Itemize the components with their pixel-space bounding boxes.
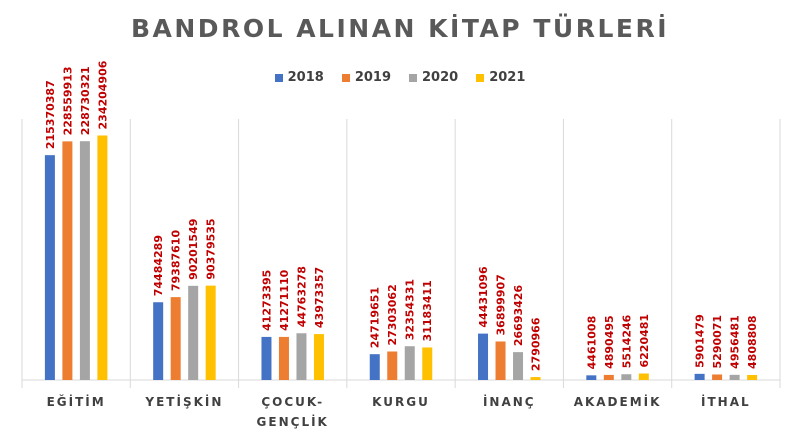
- category-label-line: EĞİTİM: [47, 394, 106, 409]
- bar-2020: [513, 352, 524, 380]
- data-label: 228730321: [79, 66, 92, 135]
- data-label: 27303062: [386, 284, 399, 345]
- legend-swatch: [341, 73, 350, 82]
- category-label: EĞİTİM: [47, 394, 106, 409]
- data-label: 4890495: [603, 315, 616, 369]
- legend-label: 2019: [354, 70, 391, 85]
- bar-2020: [729, 374, 740, 380]
- bar-2020: [296, 333, 307, 380]
- legend-label: 2018: [287, 70, 324, 85]
- legend: 2018 2019 2020 2021: [0, 70, 800, 85]
- data-label: 5901479: [694, 314, 707, 368]
- data-label: 4808808: [746, 315, 759, 369]
- data-label: 90201549: [187, 219, 200, 280]
- bar-2019: [495, 341, 506, 380]
- data-label: 31183411: [421, 280, 434, 341]
- data-label: 41273395: [260, 270, 273, 331]
- data-label: 44431096: [477, 266, 490, 328]
- bar-2018: [586, 375, 597, 380]
- bar-2019: [603, 374, 614, 380]
- data-label: 79387610: [170, 230, 183, 292]
- bar-2018: [261, 336, 272, 380]
- category-label-line: GENÇLİK: [257, 414, 329, 429]
- data-label: 228559913: [61, 66, 74, 135]
- legend-label: 2021: [489, 70, 526, 85]
- legend-item-2018: 2018: [274, 70, 324, 85]
- category-label: İTHAL: [701, 394, 751, 409]
- bar-2018: [153, 302, 164, 380]
- legend-label: 2020: [422, 70, 459, 85]
- data-label: 36899907: [495, 274, 508, 335]
- data-label: 215370387: [44, 80, 57, 149]
- bar-2021: [97, 135, 108, 380]
- data-label: 41271110: [278, 269, 291, 331]
- data-label: 24719651: [369, 287, 382, 348]
- data-label: 2790966: [530, 317, 543, 371]
- category-label: İNANÇ: [483, 394, 536, 409]
- chart-title: BANDROL ALINAN KİTAP TÜRLERİ: [130, 14, 670, 43]
- bar-2020: [404, 346, 415, 380]
- category-label: AKADEMİK: [574, 394, 662, 409]
- data-label: 32354331: [404, 279, 417, 340]
- category-label-line: AKADEMİK: [574, 394, 662, 409]
- data-label: 74484289: [152, 235, 165, 296]
- bar-2019: [278, 336, 289, 380]
- bar-2019: [62, 141, 73, 380]
- category-label-line: ÇOCUK-: [261, 395, 324, 409]
- bar-2019: [387, 351, 398, 380]
- bar-2018: [369, 354, 380, 380]
- data-label: 5290071: [711, 315, 724, 369]
- bar-2021: [313, 334, 324, 380]
- bar-2018: [694, 373, 705, 380]
- data-label: 5514246: [620, 314, 633, 368]
- bar-2020: [188, 285, 199, 380]
- data-label: 44763278: [295, 266, 308, 327]
- data-label: 90379535: [205, 218, 218, 279]
- category-label: KURGU: [372, 395, 430, 409]
- legend-swatch: [476, 73, 485, 82]
- bar-2021: [530, 377, 541, 380]
- data-label: 6220481: [638, 314, 651, 368]
- bar-2018: [44, 155, 55, 380]
- bar-2018: [478, 333, 489, 380]
- bar-2021: [638, 373, 649, 380]
- data-label: 4461008: [585, 316, 598, 370]
- bar-2020: [79, 141, 90, 380]
- data-label: 234204906: [96, 60, 109, 129]
- bar-2021: [747, 374, 758, 380]
- category-label-line: İTHAL: [701, 394, 751, 409]
- bar-2019: [712, 374, 723, 380]
- bar-2021: [205, 285, 216, 380]
- legend-swatch: [274, 73, 283, 82]
- legend-item-2021: 2021: [476, 70, 525, 85]
- bar-2019: [170, 297, 181, 380]
- data-label: 26693426: [512, 285, 525, 347]
- data-label: 4956481: [729, 315, 742, 369]
- category-label-line: İNANÇ: [483, 394, 536, 409]
- category-label: YETİŞKİN: [144, 394, 223, 409]
- legend-swatch: [409, 73, 417, 82]
- legend-item-2020: 2020: [409, 70, 458, 85]
- legend-item-2019: 2019: [341, 70, 391, 85]
- category-label-line: YETİŞKİN: [144, 394, 223, 409]
- bar-2020: [621, 374, 632, 380]
- category-label-line: KURGU: [372, 395, 430, 409]
- data-label: 43973357: [313, 267, 326, 328]
- category-label: ÇOCUK- GENÇLİK: [257, 395, 329, 429]
- bar-2021: [422, 347, 433, 380]
